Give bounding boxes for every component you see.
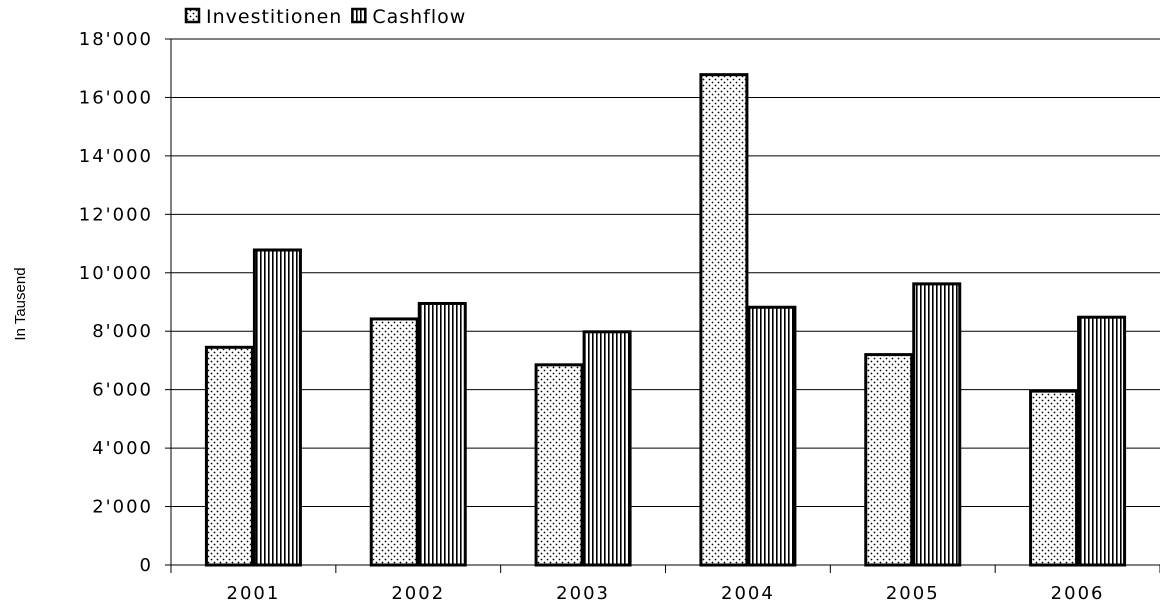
bar-cashflow-2005 [912,282,962,567]
y-tick-label: 10'000 [79,263,153,284]
y-tick-label: 6'000 [92,380,153,401]
x-tick-label: 2003 [556,583,610,604]
bar-cashflow-2004 [747,305,797,567]
bar-investitionen-2001 [204,345,254,567]
y-tick-label: 14'000 [79,146,153,167]
bar-investitionen-2005 [864,353,914,567]
y-tick-label: 8'000 [92,321,153,342]
x-tick-label: 2004 [721,583,775,604]
x-tick-label: 2006 [1051,583,1105,604]
legend: Investitionen Cashflow [184,6,466,28]
bar-investitionen-2002 [369,317,419,567]
bar-investitionen-2004 [699,73,749,567]
y-axis-label: In Tausend [12,267,29,340]
y-tick-label: 2'000 [92,497,153,518]
y-tick-label: 0 [140,555,153,576]
y-tick-label: 16'000 [79,87,153,108]
y-axis: 0 2'000 4'000 6'000 8'000 10'000 12'000 14'000 1… [79,29,172,576]
legend-swatch-cashflow [351,7,367,24]
x-axis: 2001 2002 2003 2004 2005 2006 [170,564,1160,604]
bar-cashflow-2003 [582,330,632,567]
bar-cashflow-2002 [417,301,467,567]
x-tick-label: 2001 [227,583,281,604]
y-tick-label: 12'000 [79,204,153,225]
bars [204,73,1127,567]
gridlines [171,38,1160,508]
bar-cashflow-2006 [1077,315,1127,567]
bar-cashflow-2001 [252,248,302,567]
bar-investitionen-2006 [1029,389,1079,567]
y-tick-label: 4'000 [92,438,153,459]
legend-label-cashflow: Cashflow [372,6,466,28]
bar-investitionen-2003 [534,363,584,567]
x-tick-label: 2005 [886,583,940,604]
y-tick-label: 18'000 [79,29,153,50]
legend-label-investitionen: Investitionen [206,6,342,28]
x-tick-label: 2002 [391,583,445,604]
legend-swatch-investitionen [184,7,201,24]
